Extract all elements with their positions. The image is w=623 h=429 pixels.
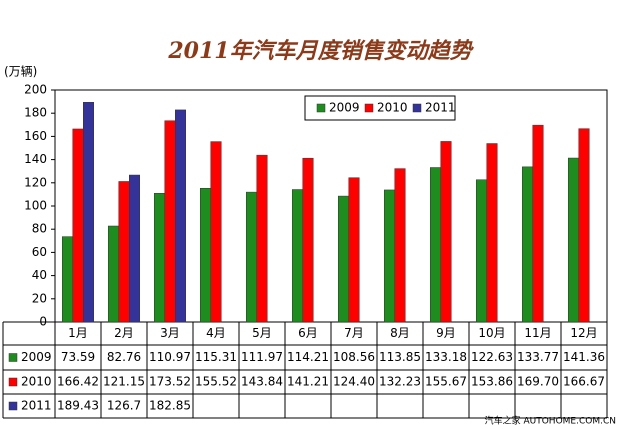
table-value: 173.52 <box>149 375 191 389</box>
table-legend-marker <box>8 353 18 362</box>
y-axis-label: (万辆) <box>4 65 37 79</box>
table-value: 115.31 <box>195 350 237 364</box>
bar <box>129 174 140 323</box>
bar <box>154 193 165 323</box>
table-value: 73.59 <box>61 350 95 364</box>
y-tick-label: 100 <box>24 199 47 213</box>
y-tick-label: 80 <box>32 222 47 236</box>
bar <box>200 187 211 323</box>
table-value: 141.21 <box>287 375 329 389</box>
x-tick-label: 7月 <box>344 326 364 340</box>
table-value: 82.76 <box>107 350 141 364</box>
x-tick-label: 12月 <box>570 326 597 340</box>
x-tick-label: 1月 <box>68 326 88 340</box>
x-tick-label: 4月 <box>206 326 226 340</box>
table-value: 121.15 <box>103 375 145 389</box>
x-tick-label: 6月 <box>298 326 318 340</box>
bar <box>164 120 176 323</box>
table-value: 110.97 <box>149 350 191 364</box>
table-value: 108.56 <box>333 350 375 364</box>
legend-marker <box>412 103 422 113</box>
table-value: 141.36 <box>563 350 605 364</box>
bar <box>348 177 360 323</box>
table-legend-marker <box>8 401 18 411</box>
chart-title: 2011年汽车月度销售变动趋势 <box>167 38 474 64</box>
bar <box>522 166 533 323</box>
table-value: 169.70 <box>517 375 559 389</box>
bar <box>62 236 73 323</box>
bar <box>578 128 590 323</box>
x-tick-label: 9月 <box>436 326 456 340</box>
y-tick-label: 200 <box>24 83 47 97</box>
bar <box>394 168 406 323</box>
bar <box>440 141 452 323</box>
y-tick-label: 180 <box>24 106 47 120</box>
x-tick-label: 2月 <box>114 326 134 340</box>
bar <box>384 189 395 323</box>
bar <box>476 179 487 323</box>
table-value: 114.21 <box>287 350 329 364</box>
legend <box>304 95 456 121</box>
bar <box>532 124 544 323</box>
table-value: 155.67 <box>425 375 467 389</box>
bar <box>83 102 94 323</box>
table-value: 143.84 <box>241 375 283 389</box>
x-tick-label: 11月 <box>524 326 551 340</box>
bar <box>256 154 268 323</box>
table-value: 166.67 <box>563 375 605 389</box>
legend-label: 2011 <box>425 101 456 115</box>
table-value: 155.52 <box>195 375 237 389</box>
watermark: 汽车之家 AUTOHOME.COM.CN <box>485 415 616 427</box>
table-value: 111.97 <box>241 350 283 364</box>
bar <box>108 225 119 323</box>
table-value: 122.63 <box>471 350 513 364</box>
table-value: 126.7 <box>107 399 141 413</box>
table-value: 166.42 <box>57 375 99 389</box>
y-tick-label: 20 <box>32 291 47 305</box>
legend-marker <box>364 103 374 113</box>
bar <box>338 195 349 323</box>
bar <box>72 128 84 323</box>
bar <box>430 167 441 323</box>
plot-area <box>54 89 608 323</box>
table-series-name: 2009 <box>21 350 52 364</box>
table-value: 153.86 <box>471 375 513 389</box>
bar <box>292 189 303 323</box>
y-tick-label: 160 <box>24 129 47 143</box>
bar <box>302 157 314 323</box>
bar <box>246 191 257 323</box>
legend-label: 2010 <box>377 101 408 115</box>
table-series-name: 2011 <box>21 399 52 413</box>
y-tick-label: 40 <box>32 268 47 282</box>
bar <box>175 109 186 323</box>
table-value: 113.85 <box>379 350 421 364</box>
table-value: 133.77 <box>517 350 559 364</box>
bar <box>210 141 222 323</box>
y-tick-label: 140 <box>24 152 47 166</box>
y-tick-label: 60 <box>32 245 47 259</box>
table-value: 189.43 <box>57 399 99 413</box>
table-value: 182.85 <box>149 399 191 413</box>
table-value: 124.40 <box>333 375 375 389</box>
table-value: 132.23 <box>379 375 421 389</box>
y-tick-label: 120 <box>24 175 47 189</box>
bar <box>118 181 130 323</box>
table-series-name: 2010 <box>21 375 52 389</box>
legend-marker <box>316 103 326 113</box>
x-tick-label: 10月 <box>478 326 505 340</box>
table-legend-marker <box>8 377 18 387</box>
x-tick-label: 5月 <box>252 326 272 340</box>
legend-label: 2009 <box>329 101 360 115</box>
bar <box>486 143 498 323</box>
bar <box>568 157 579 323</box>
x-tick-label: 3月 <box>160 326 180 340</box>
table-value: 133.18 <box>425 350 467 364</box>
x-tick-label: 8月 <box>390 326 410 340</box>
